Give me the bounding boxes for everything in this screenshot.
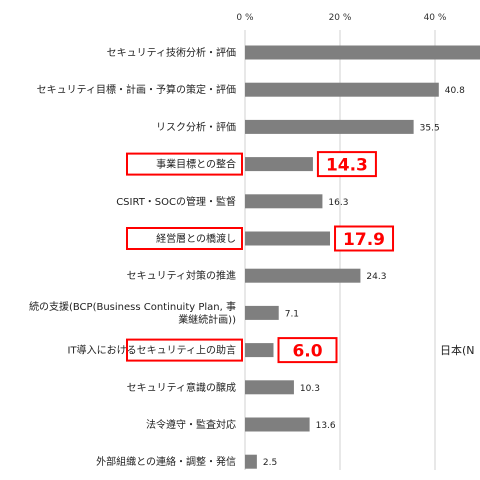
category-label: セキュリティ意識の醸成 xyxy=(127,381,236,394)
data-label: 2.5 xyxy=(263,458,277,468)
tick-label: 40 % xyxy=(424,13,447,23)
legend-label: 日本(N xyxy=(440,343,475,357)
bar xyxy=(245,305,279,320)
category-label: 業継続計画)) xyxy=(178,313,236,326)
category-highlight-box xyxy=(126,227,243,250)
category-label: 経営層との橋渡し xyxy=(156,232,236,245)
data-label: 13.6 xyxy=(316,421,336,431)
bar xyxy=(245,454,257,469)
data-label: 35.5 xyxy=(420,123,440,133)
bar xyxy=(245,268,361,283)
category-label: IT導入におけるセキュリティ上の助言 xyxy=(68,344,236,357)
data-label: 16.3 xyxy=(328,198,348,208)
bar xyxy=(245,119,414,134)
tick-label: 20 % xyxy=(329,13,352,23)
category-highlight-box xyxy=(126,338,243,362)
data-label: 7.1 xyxy=(285,309,299,319)
category-label: リスク分析・評価 xyxy=(156,120,236,133)
category-highlight-box xyxy=(126,152,243,176)
bar xyxy=(245,157,313,172)
data-label: 6.0 xyxy=(292,342,322,362)
bar xyxy=(245,194,323,209)
category-label: CSIRT・SOCの管理・監督 xyxy=(116,195,236,208)
category-label: 外部組織との連絡・調整・発信 xyxy=(96,455,236,468)
data-label: 10.3 xyxy=(300,384,320,394)
category-label: 事業目標との整合 xyxy=(156,158,236,171)
category-label: 法令遵守・監査対応 xyxy=(146,418,236,431)
category-label: 続の支援(BCP(Business Continuity Plan, 事 xyxy=(29,300,236,313)
data-label: 40.8 xyxy=(445,86,465,96)
bar xyxy=(245,417,310,432)
bar xyxy=(245,343,274,358)
data-label: 17.9 xyxy=(343,230,385,250)
value-highlight-box xyxy=(277,337,338,364)
bar xyxy=(245,231,331,246)
value-highlight-box xyxy=(334,225,395,252)
data-label: 14.3 xyxy=(326,156,368,176)
tick-label: 0 % xyxy=(236,13,254,23)
data-label: 24.3 xyxy=(366,272,386,282)
category-label: セキュリティ対策の推進 xyxy=(127,269,236,282)
category-label: セキュリティ目標・計画・予算の策定・評価 xyxy=(37,83,236,96)
category-label: セキュリティ技術分析・評価 xyxy=(107,46,236,59)
bar xyxy=(245,45,480,60)
value-highlight-box xyxy=(316,151,377,178)
bar xyxy=(245,380,294,395)
bar xyxy=(245,82,439,97)
